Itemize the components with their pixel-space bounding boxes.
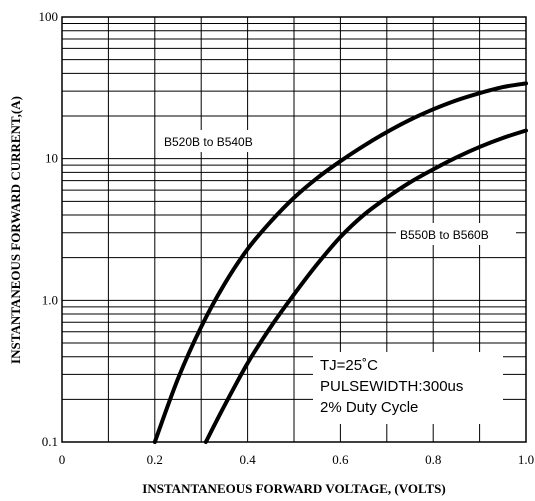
y-tick-label: 100: [39, 9, 59, 24]
tick-labels: 0 0.2 0.4 0.6 0.8 1.0 0.1 1.0 10 100: [39, 9, 535, 467]
note-duty-cycle: 2% Duty Cycle: [320, 399, 418, 416]
conditions-note: TJ=25˚C PULSEWIDTH:300us 2% Duty Cycle: [313, 352, 503, 424]
note-temperature: TJ=25˚C: [320, 357, 378, 374]
series-label-text: B520B to B540B: [164, 135, 253, 149]
series-label-background: [160, 130, 274, 152]
series-line-2: [203, 128, 528, 444]
grid: [62, 17, 526, 442]
x-axis-title: INSTANTANEOUS FORWARD VOLTAGE, (VOLTS): [142, 481, 445, 496]
series-label-b550b: B550B to B560B: [396, 223, 516, 245]
plot-frame: [61, 16, 527, 443]
x-tick-label: 1.0: [518, 452, 534, 467]
series-label-background: [396, 223, 516, 245]
y-tick-label: 10: [45, 151, 58, 166]
series-lines: [152, 81, 528, 444]
x-tick-label: 0.2: [147, 452, 163, 467]
y-axis-title: INSTANTANEOUS FORWARD CURRENT,(A): [8, 96, 23, 364]
y-tick-label: 0.1: [42, 434, 58, 449]
conditions-note-background: [313, 352, 503, 424]
x-tick-label: 0.4: [239, 452, 256, 467]
y-tick-label: 1.0: [42, 292, 58, 307]
x-tick-label: 0.8: [425, 452, 441, 467]
note-pulsewidth: PULSEWIDTH:300us: [320, 378, 463, 395]
series-label-b520b: B520B to B540B: [160, 130, 274, 152]
series-line-1: [152, 81, 528, 444]
series-label-text: B550B to B560B: [400, 228, 489, 242]
x-tick-label: 0: [59, 452, 66, 467]
x-tick-label: 0.6: [332, 452, 349, 467]
